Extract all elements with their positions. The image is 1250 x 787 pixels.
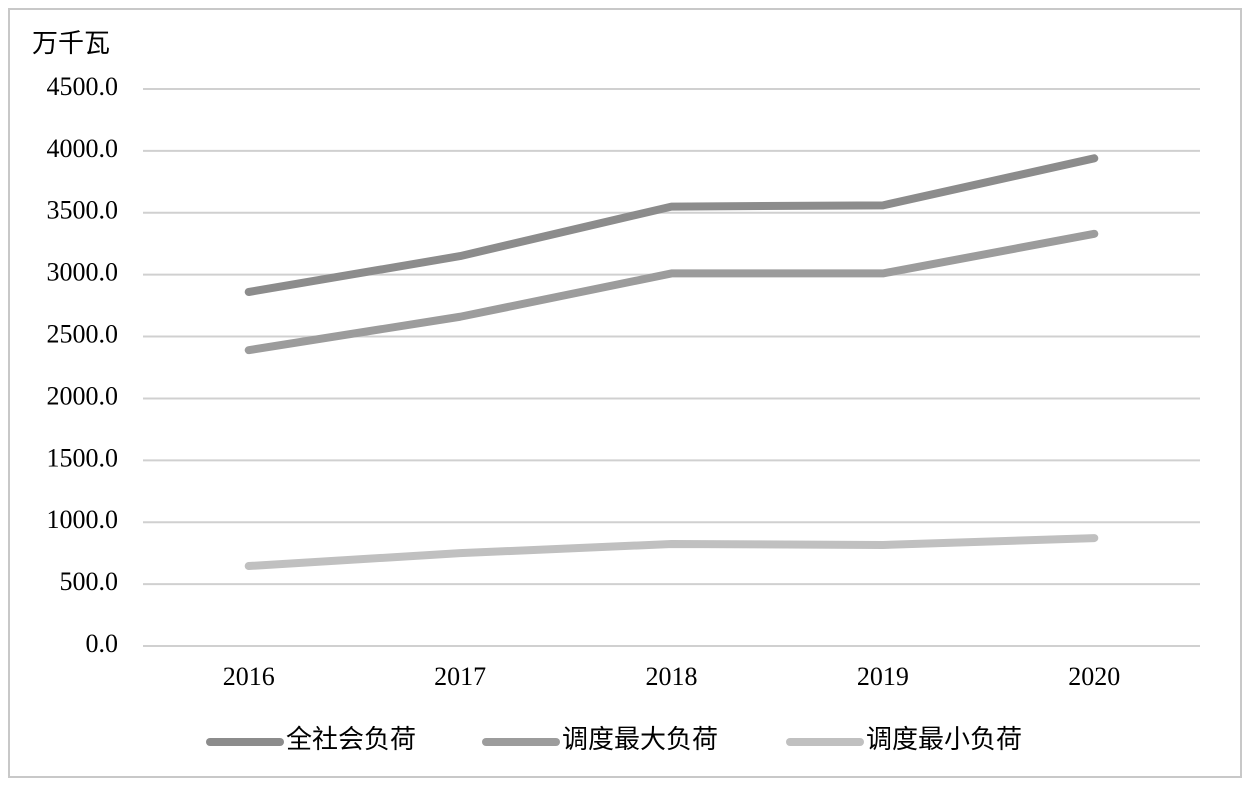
series-line (244, 229, 1099, 355)
y-tick-label: 500.0 (60, 567, 119, 596)
y-tick-label: 4000.0 (47, 134, 119, 163)
legend-label: 全社会负荷 (286, 725, 416, 754)
x-tick-label: 2019 (857, 662, 909, 691)
x-tick-label: 2017 (434, 662, 486, 691)
y-tick-label: 3000.0 (47, 258, 119, 287)
x-tick-label: 2020 (1068, 662, 1120, 691)
y-tick-label: 2000.0 (47, 381, 119, 410)
y-tick-label: 2500.0 (47, 320, 119, 349)
y-tick-label: 1500.0 (47, 443, 119, 472)
y-tick-label: 1000.0 (47, 505, 119, 534)
series-line (244, 534, 1099, 571)
series-line (244, 154, 1099, 296)
legend-label: 调度最小负荷 (866, 725, 1022, 754)
y-tick-label: 0.0 (86, 629, 119, 658)
legend-label: 调度最大负荷 (562, 725, 718, 754)
y-tick-label: 4500.0 (47, 72, 119, 101)
chart-border (8, 8, 1242, 778)
x-tick-label: 2016 (223, 662, 275, 691)
y-tick-label: 3500.0 (47, 196, 119, 225)
y-axis-label: 万千瓦 (32, 29, 110, 58)
x-tick-label: 2018 (646, 662, 698, 691)
